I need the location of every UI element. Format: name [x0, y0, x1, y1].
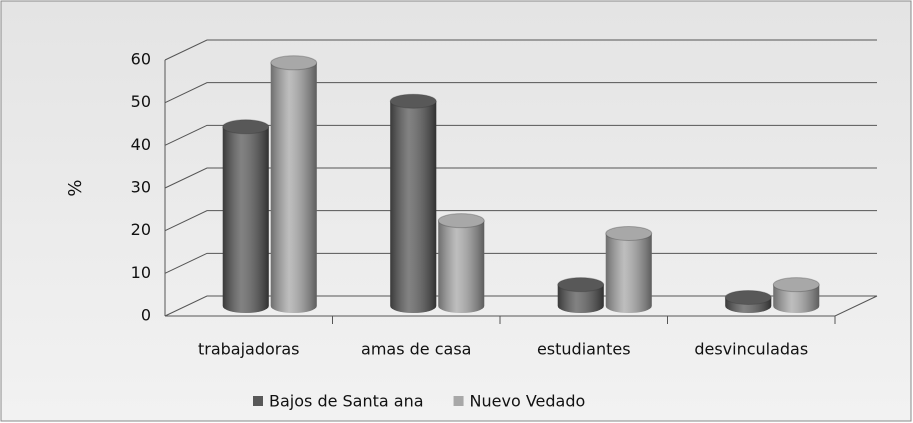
bar — [222, 119, 270, 313]
x-tick-label: amas de casa — [361, 340, 471, 359]
bar — [437, 213, 485, 313]
bar-shade — [557, 284, 604, 313]
y-tick-label: 60 — [131, 50, 151, 69]
y-tick-label: 20 — [131, 220, 151, 239]
y-tick-label: 0 — [141, 306, 151, 325]
grid-line — [164, 124, 877, 146]
bar-shade — [605, 233, 652, 313]
bar-shade — [390, 101, 437, 313]
bar — [389, 93, 437, 313]
x-tick-label: trabajadoras — [198, 340, 300, 359]
bar-shade — [222, 126, 269, 313]
bar-top — [772, 277, 820, 293]
bar-shade — [773, 284, 820, 313]
bar — [605, 225, 653, 313]
bar-top — [270, 55, 318, 71]
grid-line — [164, 39, 877, 61]
grid-line — [164, 252, 877, 274]
bar-shade — [438, 220, 485, 313]
legend-swatch — [253, 396, 263, 406]
bar-top — [222, 119, 270, 135]
y-tick-label: 30 — [131, 178, 151, 197]
grid-line — [164, 210, 877, 232]
bar-shade — [270, 62, 317, 313]
y-tick-label: 10 — [131, 263, 151, 282]
bar-top — [605, 225, 653, 241]
legend-label: Bajos de Santa ana — [269, 392, 424, 411]
legend-swatch — [453, 396, 464, 406]
y-axis-label: % — [65, 179, 86, 196]
bar — [772, 277, 820, 313]
bar — [557, 277, 605, 313]
bar-top — [437, 213, 485, 229]
bar-top — [389, 93, 437, 109]
legend-label: Nuevo Vedado — [470, 392, 586, 411]
x-tick-label: desvinculadas — [694, 340, 808, 359]
grid-line — [164, 82, 877, 104]
bar-top — [557, 277, 605, 293]
y-tick-label: 50 — [131, 92, 151, 111]
bar — [270, 55, 318, 313]
grid-line — [164, 167, 877, 189]
bar — [724, 289, 772, 313]
bar-top — [724, 289, 772, 305]
x-tick-label: estudiantes — [537, 340, 631, 359]
grid-line — [164, 295, 877, 317]
y-tick-label: 40 — [131, 135, 151, 154]
